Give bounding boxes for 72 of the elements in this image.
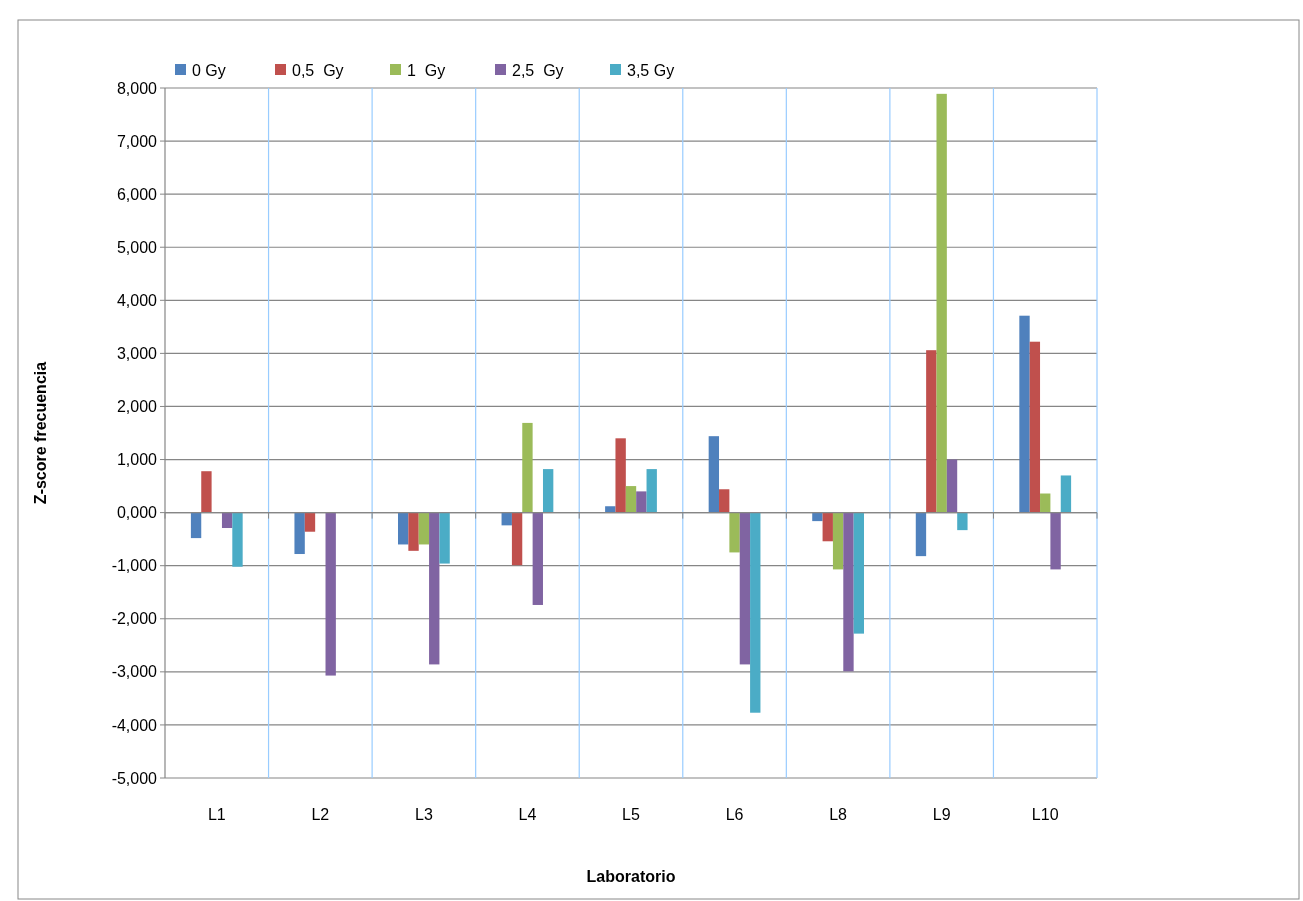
bar bbox=[232, 512, 243, 567]
bar bbox=[812, 512, 823, 522]
y-tick-label: 0,000 bbox=[116, 504, 158, 522]
y-tick-label: 3,000 bbox=[116, 344, 158, 362]
x-axis-title: Laboratorio bbox=[586, 868, 676, 885]
bar bbox=[832, 512, 844, 570]
bar bbox=[615, 438, 626, 513]
bar bbox=[708, 436, 720, 513]
x-tick-label: L8 bbox=[829, 806, 848, 823]
y-tick-label: 1,000 bbox=[116, 451, 158, 469]
legend-label: 3,5 Gy bbox=[627, 61, 675, 79]
bar bbox=[439, 512, 450, 564]
bar bbox=[646, 469, 657, 513]
y-axis-title: Z-score frecuencia bbox=[32, 361, 49, 505]
bar bbox=[511, 512, 523, 566]
y-tick-label: 8,000 bbox=[116, 79, 158, 97]
x-tick-label: L10 bbox=[1031, 806, 1059, 823]
bar bbox=[190, 512, 202, 539]
bar bbox=[719, 489, 730, 513]
bar bbox=[501, 512, 512, 526]
bar bbox=[201, 471, 212, 513]
legend-label: 0 Gy bbox=[192, 61, 226, 79]
y-tick-label: 2,000 bbox=[116, 398, 158, 416]
bar bbox=[532, 512, 543, 605]
bar bbox=[957, 512, 968, 531]
bar bbox=[325, 512, 336, 676]
bar bbox=[221, 512, 233, 529]
bar bbox=[636, 491, 647, 513]
x-tick-label: L3 bbox=[414, 806, 433, 823]
legend-label: 1 Gy bbox=[407, 61, 446, 79]
bar bbox=[294, 512, 305, 555]
y-tick-label: -4,000 bbox=[111, 716, 158, 734]
y-tick-label: -2,000 bbox=[111, 610, 158, 628]
legend-label: 0,5 Gy bbox=[292, 61, 344, 79]
bar bbox=[729, 512, 740, 553]
bar bbox=[522, 422, 533, 513]
y-tick-label: -1,000 bbox=[111, 557, 158, 575]
x-tick-label: L2 bbox=[311, 806, 330, 823]
bar bbox=[1019, 315, 1030, 513]
bar bbox=[418, 512, 430, 545]
x-tick-label: L5 bbox=[622, 806, 640, 823]
bar bbox=[750, 512, 761, 713]
bar bbox=[853, 512, 864, 634]
x-tick-label: L4 bbox=[518, 806, 537, 823]
y-tick-label: -5,000 bbox=[111, 769, 158, 787]
y-tick-label: 4,000 bbox=[116, 291, 158, 309]
bar bbox=[408, 512, 419, 551]
bar bbox=[1029, 341, 1041, 513]
bar bbox=[843, 512, 854, 672]
bar bbox=[625, 486, 637, 513]
bar bbox=[542, 469, 554, 513]
bar bbox=[915, 512, 927, 557]
x-tick-label: L9 bbox=[932, 806, 951, 823]
bar bbox=[429, 512, 440, 665]
bar bbox=[926, 350, 937, 513]
x-tick-label: L1 bbox=[207, 806, 226, 823]
bar bbox=[398, 512, 409, 545]
legend-label: 2,5 Gy bbox=[512, 61, 564, 79]
bar bbox=[739, 512, 751, 665]
bar bbox=[1040, 493, 1051, 513]
bar bbox=[1060, 475, 1072, 513]
bar bbox=[605, 506, 616, 513]
bar bbox=[946, 459, 958, 513]
bar bbox=[1050, 512, 1061, 570]
bar bbox=[822, 512, 833, 542]
y-tick-label: -3,000 bbox=[111, 663, 158, 681]
y-tick-label: 5,000 bbox=[116, 238, 158, 256]
bar bbox=[304, 512, 316, 532]
y-tick-label: 6,000 bbox=[116, 185, 158, 203]
y-tick-label: 7,000 bbox=[116, 132, 158, 150]
bar bbox=[936, 93, 947, 513]
x-tick-label: L6 bbox=[725, 806, 744, 823]
